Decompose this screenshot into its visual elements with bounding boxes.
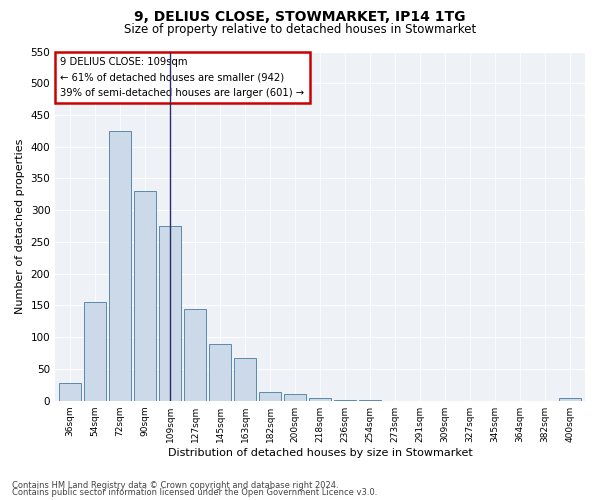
Text: 9 DELIUS CLOSE: 109sqm
← 61% of detached houses are smaller (942)
39% of semi-de: 9 DELIUS CLOSE: 109sqm ← 61% of detached… [61,56,305,98]
X-axis label: Distribution of detached houses by size in Stowmarket: Distribution of detached houses by size … [168,448,472,458]
Bar [559,398,581,400]
Text: Contains HM Land Registry data © Crown copyright and database right 2024.: Contains HM Land Registry data © Crown c… [12,480,338,490]
Text: 9, DELIUS CLOSE, STOWMARKET, IP14 1TG: 9, DELIUS CLOSE, STOWMARKET, IP14 1TG [134,10,466,24]
Bar [234,358,256,401]
Text: Size of property relative to detached houses in Stowmarket: Size of property relative to detached ho… [124,22,476,36]
Text: Contains public sector information licensed under the Open Government Licence v3: Contains public sector information licen… [12,488,377,497]
Bar [284,394,307,400]
Bar [134,191,157,400]
Bar [84,302,106,400]
Bar [184,308,206,400]
Bar [59,383,82,400]
Bar [109,131,131,400]
Bar [209,344,232,400]
Bar [309,398,331,400]
Bar [259,392,281,400]
Y-axis label: Number of detached properties: Number of detached properties [15,138,25,314]
Bar [159,226,181,400]
